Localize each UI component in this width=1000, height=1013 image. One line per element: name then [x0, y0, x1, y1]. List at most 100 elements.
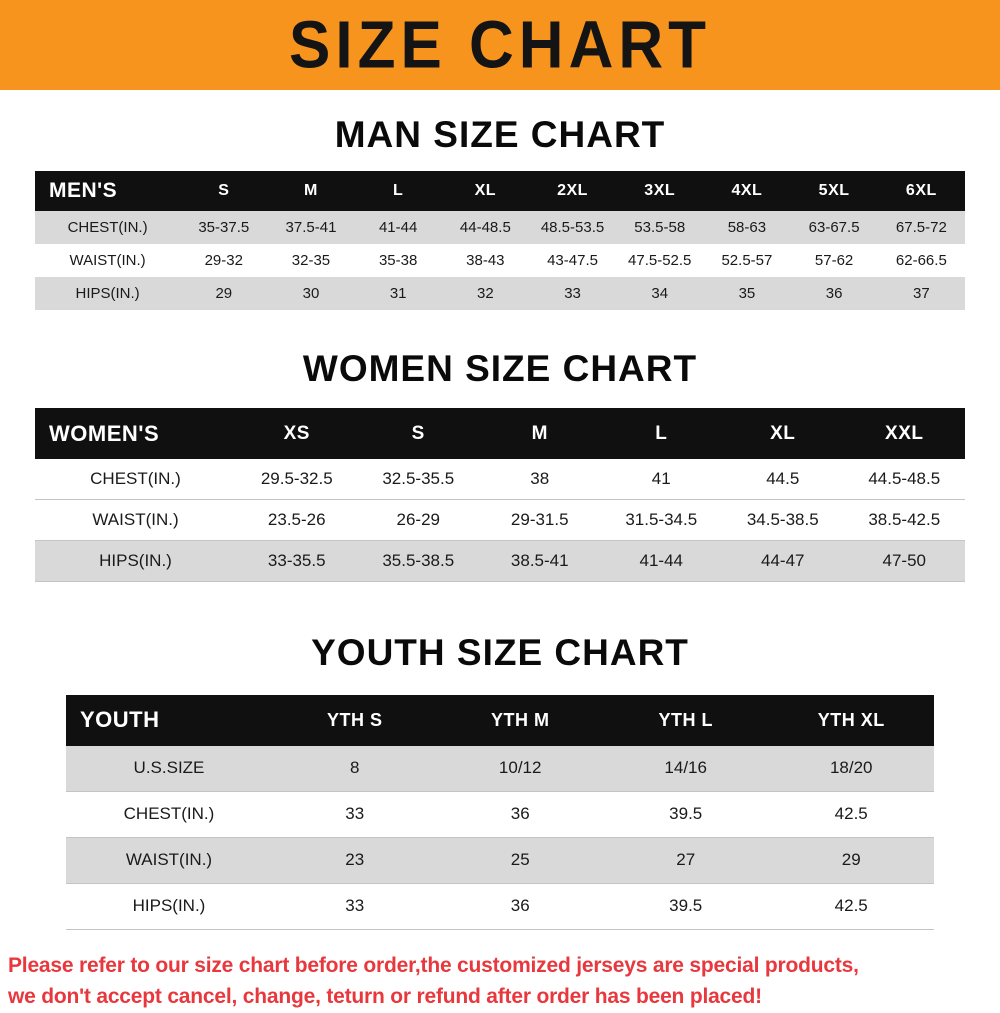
row-label: WAIST(IN.) [92, 510, 179, 530]
column-header: XL [441, 170, 529, 211]
column-header: 3XL [616, 170, 704, 211]
column-header: S [180, 170, 268, 211]
value-cell: 38 [530, 469, 550, 489]
column-header: L [354, 170, 442, 211]
table-body: CHEST(IN.) 29.5-32.5 32.5-35.5 38 41 44.5 44.5… [35, 459, 965, 582]
men-size-table: MEN'S S M L XL 2XL 3XL 4XL 5XL 6XL CHEST(IN.) 35-37… [35, 170, 965, 310]
value-cell: 29.5-32.5 [260, 469, 333, 489]
column-header: 5XL [790, 170, 878, 211]
column-header: YTH L [602, 694, 769, 746]
row-label: U.S.SIZE [133, 758, 205, 778]
value-cell: 33 [345, 804, 365, 824]
table-title-cell: WOMEN'S [35, 408, 236, 460]
value-cell: 47-50 [882, 551, 926, 571]
row-label: HIPS(IN.) [99, 551, 172, 571]
column-header: S [357, 408, 479, 460]
column-header: 6XL [877, 170, 965, 211]
value-cell: 67.5-72 [895, 218, 947, 236]
value-cell: 62-66.5 [895, 251, 947, 269]
women-section-heading: WOMEN SIZE CHART [302, 347, 698, 389]
table-row: WAIST(IN.) 23.5-26 26-29 29-31.5 31.5-34.5 34… [35, 500, 965, 541]
value-cell: 32 [477, 284, 494, 302]
value-cell: 32.5-35.5 [382, 469, 455, 489]
table-header-row: MEN'S S M L XL 2XL 3XL 4XL 5XL 6XL [35, 170, 965, 211]
value-cell: 52.5-57 [721, 251, 773, 269]
value-cell: 32-35 [291, 251, 331, 269]
value-cell: 29-32 [204, 251, 243, 269]
value-cell: 48.5-53.5 [540, 218, 605, 236]
value-cell: 33 [564, 284, 581, 302]
value-cell: 37 [913, 284, 930, 302]
row-label: WAIST(IN.) [69, 251, 146, 269]
table-row: WAIST(IN.) 29-32 32-35 35-38 38-43 43-47.5 47.… [35, 244, 965, 277]
column-header: M [267, 170, 355, 211]
value-cell: 38.5-42.5 [868, 510, 941, 530]
row-label: CHEST(IN.) [123, 804, 215, 824]
column-header: L [600, 408, 722, 460]
disclaimer: Please refer to our size chart before or… [8, 950, 994, 1013]
value-cell: 27 [676, 850, 696, 870]
row-label: HIPS(IN.) [75, 284, 140, 302]
value-cell: 41-44 [639, 551, 683, 571]
column-header: 4XL [703, 170, 791, 211]
disclaimer-line-1: Please refer to our size chart before or… [8, 953, 859, 977]
table-row: CHEST(IN.) 29.5-32.5 32.5-35.5 38 41 44.5 44.5… [35, 459, 965, 500]
value-cell: 14/16 [664, 758, 707, 778]
value-cell: 33-35.5 [267, 551, 326, 571]
row-label: HIPS(IN.) [132, 896, 206, 916]
table-head: MEN'S S M L XL 2XL 3XL 4XL 5XL 6XL [35, 170, 965, 211]
table-header-row: WOMEN'S XS S M L XL XXL [35, 408, 965, 460]
value-cell: 44.5-48.5 [868, 469, 941, 489]
value-cell: 47.5-52.5 [628, 251, 692, 269]
value-cell: 58-63 [727, 218, 767, 236]
table-title-cell: MEN'S [35, 170, 181, 211]
value-cell: 44.5 [766, 469, 800, 489]
column-header: XL [722, 408, 844, 460]
value-cell: 44-47 [761, 551, 805, 571]
table-row: HIPS(IN.) 33-35.5 35.5-38.5 38.5-41 41-44 44-… [35, 540, 965, 582]
value-cell: 38-43 [466, 251, 505, 269]
youth-section-heading: YOUTH SIZE CHART [311, 632, 689, 674]
size-chart-banner: SIZE CHART [0, 0, 1000, 90]
disclaimer-line-2: we don't accept cancel, change, teturn o… [8, 985, 762, 1009]
value-cell: 8 [349, 758, 360, 778]
value-cell: 35-38 [378, 251, 418, 269]
value-cell: 25 [510, 850, 530, 870]
value-cell: 63-67.5 [808, 218, 860, 236]
value-cell: 31 [389, 284, 407, 302]
value-cell: 41-44 [378, 218, 418, 236]
table-header-row: YOUTH YTH S YTH M YTH L YTH XL [66, 694, 934, 746]
value-cell: 34 [651, 284, 669, 302]
table-row: U.S.SIZE 8 10/12 14/16 18/20 [66, 745, 934, 792]
value-cell: 44-48.5 [459, 218, 511, 236]
column-header: XXL [843, 408, 965, 460]
row-label: WAIST(IN.) [125, 850, 213, 870]
value-cell: 23.5-26 [267, 510, 326, 530]
value-cell: 39.5 [669, 896, 703, 916]
value-cell: 42.5 [834, 896, 868, 916]
row-label: CHEST(IN.) [67, 218, 148, 236]
value-cell: 23 [345, 850, 365, 870]
page-title: SIZE CHART [289, 7, 711, 83]
value-cell: 35 [738, 284, 756, 302]
table-title-cell: YOUTH [66, 694, 272, 746]
table-row: HIPS(IN.) 29 30 31 32 33 34 35 36 37 [35, 276, 965, 310]
value-cell: 35-37.5 [198, 218, 250, 236]
value-cell: 34.5-38.5 [746, 510, 819, 530]
table-head: WOMEN'S XS S M L XL XXL [35, 408, 965, 460]
value-cell: 43-47.5 [547, 251, 598, 269]
women-size-table: WOMEN'S XS S M L XL XXL CHEST(IN.) 29.5-32.5 32.5… [35, 408, 965, 582]
value-cell: 35.5-38.5 [382, 551, 455, 571]
value-cell: 26-29 [396, 510, 440, 530]
table-head: YOUTH YTH S YTH M YTH L YTH XL [66, 694, 934, 746]
column-header: YTH M [437, 694, 603, 746]
column-header: 2XL [528, 170, 617, 211]
value-cell: 41 [651, 469, 671, 489]
value-cell: 39.5 [669, 804, 703, 824]
value-cell: 37.5-41 [285, 218, 337, 236]
value-cell: 36 [510, 804, 530, 824]
value-cell: 29 [841, 850, 861, 870]
table-body: CHEST(IN.) 35-37.5 37.5-41 41-44 44-48.5 48.5… [35, 210, 965, 310]
table-row: WAIST(IN.) 23 25 27 29 [66, 837, 934, 884]
value-cell: 57-62 [814, 251, 854, 269]
